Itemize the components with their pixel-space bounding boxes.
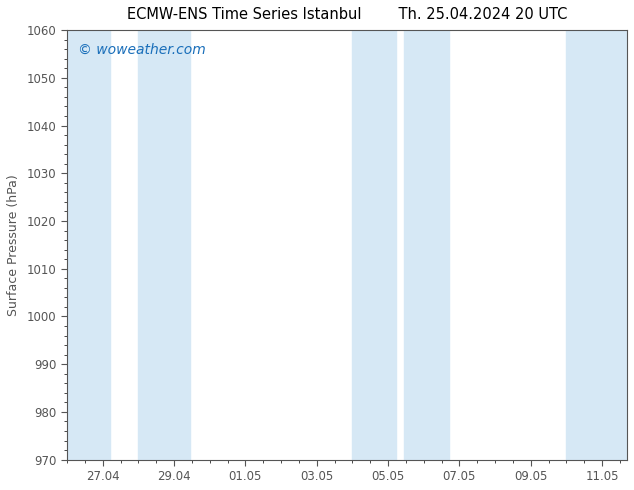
Bar xyxy=(566,30,627,460)
Bar xyxy=(67,30,110,460)
Bar xyxy=(404,30,449,460)
Bar xyxy=(138,30,190,460)
Bar xyxy=(353,30,396,460)
Title: ECMW-ENS Time Series Istanbul        Th. 25.04.2024 20 UTC: ECMW-ENS Time Series Istanbul Th. 25.04.… xyxy=(127,7,567,22)
Text: © woweather.com: © woweather.com xyxy=(78,43,206,57)
Y-axis label: Surface Pressure (hPa): Surface Pressure (hPa) xyxy=(7,174,20,316)
